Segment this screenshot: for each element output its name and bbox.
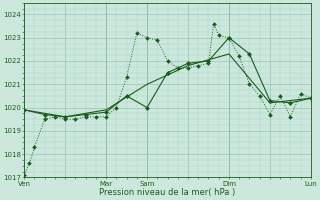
X-axis label: Pression niveau de la mer( hPa ): Pression niveau de la mer( hPa ) xyxy=(100,188,236,197)
